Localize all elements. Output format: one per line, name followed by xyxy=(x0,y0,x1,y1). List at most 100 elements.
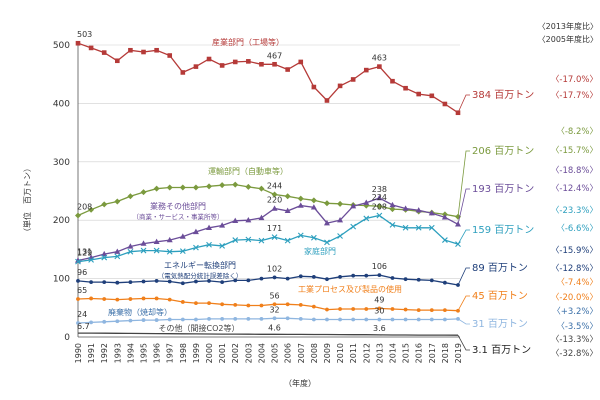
x-tick-label: 2003 xyxy=(244,343,253,363)
industry-point xyxy=(390,78,395,84)
industry-point xyxy=(180,70,186,75)
household-point xyxy=(258,237,265,244)
waste-pct-2013: 〈+3.2%〉 xyxy=(552,307,598,317)
process-connector xyxy=(457,295,470,311)
process-point xyxy=(102,297,107,301)
energy-point xyxy=(207,279,211,283)
industry-point xyxy=(88,45,94,51)
waste-point xyxy=(207,316,211,321)
process-end-label: 45 百万トン xyxy=(472,290,528,302)
transport-point xyxy=(284,193,291,200)
commercial-point xyxy=(101,250,108,257)
household-point xyxy=(166,248,173,255)
industry-point xyxy=(272,61,277,67)
household-point xyxy=(402,224,409,231)
waste-pct-2005: 〈-3.5%〉 xyxy=(556,322,598,332)
waste-value-label: 32 xyxy=(269,305,279,314)
waste-value-label: 24 xyxy=(77,310,87,319)
household-point xyxy=(127,248,134,255)
energy-point xyxy=(272,275,277,280)
process-point xyxy=(154,296,159,301)
energy-point xyxy=(338,274,342,279)
waste-point xyxy=(102,319,107,324)
household-point xyxy=(363,215,370,222)
industry-point xyxy=(232,59,238,65)
x-tick-label: 1999 xyxy=(192,343,201,363)
x-axis-label: （年度） xyxy=(284,378,316,388)
y-tick-label: 200 xyxy=(53,216,70,226)
household-point xyxy=(114,253,121,260)
transport-name-label: 運輸部門（自動車等） xyxy=(208,166,288,176)
waste-point xyxy=(246,316,251,321)
x-tick-label: 2011 xyxy=(349,343,358,363)
waste-point xyxy=(89,320,94,325)
household-point xyxy=(415,224,422,231)
waste-point xyxy=(180,317,185,322)
transport-point xyxy=(153,185,160,192)
industry-point xyxy=(311,84,317,90)
industry-point xyxy=(75,40,81,46)
industry-point xyxy=(141,49,146,55)
household-point xyxy=(376,212,383,219)
household-point xyxy=(428,224,435,231)
commercial-point xyxy=(245,217,252,223)
other-pct-2013: 〈-13.3%〉 xyxy=(551,335,598,345)
transport-value-label: 244 xyxy=(267,182,282,191)
commercial-name-label: 業務その他部門 xyxy=(150,201,206,211)
waste-point xyxy=(338,317,342,322)
x-tick-label: 2007 xyxy=(297,343,306,363)
waste-point xyxy=(442,317,447,322)
energy-point xyxy=(141,279,146,284)
energy-point xyxy=(180,281,185,286)
energy-point xyxy=(220,280,225,285)
industry-value-label: 467 xyxy=(267,51,282,60)
commercial-point xyxy=(323,219,330,226)
process-point xyxy=(364,307,369,311)
commercial-sub-label: （商業・サービス・事業所等） xyxy=(133,212,224,221)
industry-end-label: 384 百万トン xyxy=(472,89,534,101)
transport-point xyxy=(114,198,121,205)
x-tick-label: 2013 xyxy=(375,343,384,363)
x-tick-label: 1990 xyxy=(74,343,83,363)
industry-point xyxy=(206,56,212,62)
energy-point xyxy=(154,279,159,283)
waste-point xyxy=(364,317,369,322)
process-point xyxy=(298,302,303,307)
commercial-line xyxy=(77,197,459,262)
energy-point xyxy=(167,279,172,284)
waste-point xyxy=(167,317,172,322)
commercial-value-label: 220 xyxy=(267,196,282,205)
waste-point xyxy=(403,317,408,322)
commercial-point xyxy=(140,240,147,246)
commercial-point xyxy=(127,243,134,249)
x-tick-label: 1993 xyxy=(113,343,122,363)
process-point xyxy=(272,302,277,307)
waste-line xyxy=(77,317,459,324)
commercial-point xyxy=(337,217,344,223)
energy-end-label: 89 百万トン xyxy=(472,262,528,274)
waste-point xyxy=(429,317,434,322)
waste-point xyxy=(154,318,159,322)
x-tick-label: 2002 xyxy=(231,343,240,363)
energy-line xyxy=(77,274,459,286)
energy-point xyxy=(128,280,133,285)
transport-point xyxy=(232,181,239,188)
energy-point xyxy=(233,278,238,283)
commercial-point xyxy=(402,205,409,211)
process-point xyxy=(416,308,421,313)
energy-pct-2013: 〈-15.9%〉 xyxy=(551,246,598,256)
waste-point xyxy=(194,317,198,322)
transport-point xyxy=(271,191,278,198)
household-point xyxy=(324,239,330,246)
energy-pct-2005: 〈-12.8%〉 xyxy=(551,264,598,274)
commercial-point xyxy=(179,233,186,239)
waste-point xyxy=(128,318,133,323)
x-tick-label: 2001 xyxy=(218,343,227,363)
process-point xyxy=(442,308,447,313)
waste-point xyxy=(416,317,421,322)
commercial-point xyxy=(415,207,422,213)
household-point xyxy=(193,244,199,251)
x-tick-label: 2017 xyxy=(428,343,437,363)
household-line xyxy=(77,214,459,263)
process-point xyxy=(390,307,395,311)
